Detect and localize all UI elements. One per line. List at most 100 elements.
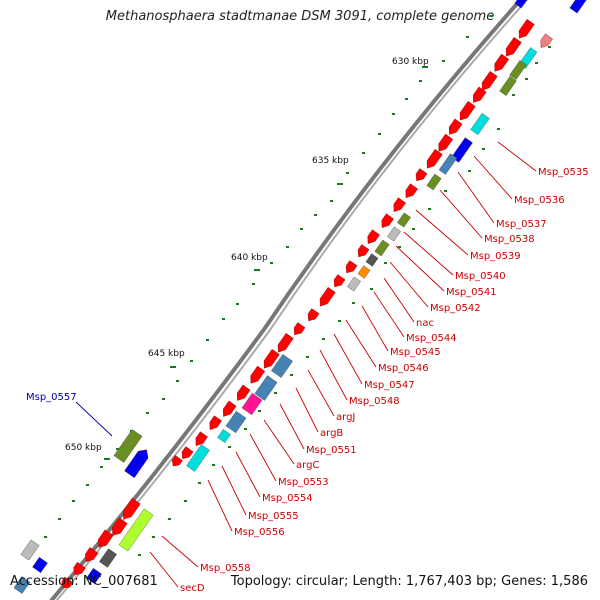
- inner-tick: [212, 464, 215, 466]
- leader-line: [221, 465, 247, 516]
- gene-arrow: [505, 37, 522, 57]
- inner-tick: [274, 392, 277, 394]
- gene-arrow: [122, 497, 141, 520]
- gene-arrow: [415, 168, 428, 182]
- gene-arrow: [381, 213, 394, 228]
- gene-arrow: [237, 384, 251, 401]
- cog-feature: [374, 239, 390, 257]
- scale-tick: [286, 246, 289, 248]
- cog-feature: [357, 265, 371, 279]
- gene-label: Msp_0545: [390, 347, 441, 358]
- cog-feature: [271, 354, 293, 378]
- leader-line: [345, 319, 377, 368]
- gene-arrow: [250, 365, 266, 384]
- gene-arrow: [223, 400, 237, 417]
- cog-feature: [387, 226, 401, 242]
- gene-track: [61, 19, 553, 589]
- leader-line: [415, 209, 469, 256]
- scale-label: 645 kbp: [148, 349, 185, 359]
- scale-tick: [300, 228, 303, 230]
- scale-tick: [100, 466, 103, 468]
- gene-label: Msp_0544: [406, 333, 457, 344]
- cog-feature: [99, 548, 117, 568]
- scale-tick: [405, 98, 408, 100]
- leader-line: [333, 333, 363, 385]
- leader-line: [75, 401, 113, 437]
- scale-tick: [442, 60, 445, 62]
- gene-label: nac: [416, 318, 434, 329]
- topology-text: Topology: circular; Length: 1,767,403 bp…: [230, 574, 588, 589]
- cog-feature: [438, 153, 458, 175]
- leader-line: [389, 261, 429, 308]
- gene-label: Msp_0547: [364, 380, 415, 391]
- cog-feature: [514, 0, 530, 9]
- gene-label: argB: [320, 428, 343, 439]
- gene-label: Msp_0557: [26, 392, 77, 403]
- inner-tick: [168, 518, 171, 520]
- leader-line: [263, 419, 295, 465]
- inner-tick: [138, 554, 141, 556]
- cog-feature: [426, 173, 442, 191]
- scale-ticks: [28, 15, 551, 558]
- gene-arrow: [293, 322, 306, 336]
- scale-label: 640 kbp: [231, 253, 268, 263]
- leader-line: [439, 189, 483, 239]
- gene-arrow: [473, 86, 487, 103]
- gene-label: argJ: [336, 412, 355, 423]
- scale-tick: [236, 303, 239, 305]
- cog-feature: [186, 444, 210, 472]
- scale-tick: [44, 536, 47, 538]
- gene-arrow: [345, 260, 358, 274]
- scale-tick: [419, 80, 422, 82]
- cog-feature: [365, 253, 379, 267]
- scale-label: 635 kbp: [312, 156, 349, 166]
- scale-label: 630 kbp: [392, 57, 429, 67]
- leader-line: [235, 451, 261, 498]
- leader-line: [395, 245, 445, 292]
- gene-arrow: [405, 183, 418, 198]
- gene-label: Msp_0558: [200, 563, 251, 574]
- inner-tick: [497, 128, 500, 130]
- gene-label: Msp_0548: [349, 396, 400, 407]
- gene-arrow: [494, 53, 510, 72]
- inner-tick: [384, 262, 387, 264]
- scale-tick-major: [104, 458, 110, 460]
- leader-line: [473, 155, 513, 200]
- scale-tick: [252, 283, 255, 285]
- backbone-outer-arc: [55, 0, 529, 600]
- leader-line: [307, 369, 335, 417]
- inner-tick: [548, 46, 551, 48]
- scale-tick: [362, 152, 365, 154]
- cog-feature-msp0557: [113, 429, 143, 463]
- cog-feature: [569, 0, 587, 14]
- cog-feature: [13, 576, 31, 594]
- leader-line: [383, 277, 415, 323]
- gene-label: Msp_0554: [262, 493, 313, 504]
- inner-tick: [468, 170, 471, 172]
- gene-arrow: [171, 455, 183, 467]
- scale-tick: [346, 172, 349, 174]
- gene-arrow: [85, 547, 99, 562]
- gene-arrow: [367, 229, 380, 244]
- leader-line: [403, 231, 454, 276]
- gene-label: Msp_0535: [538, 167, 589, 178]
- gene-arrow: [449, 118, 463, 135]
- gene-label: Msp_0536: [514, 195, 565, 206]
- gene-arrow-msp0557: [124, 449, 149, 478]
- cog-feature: [86, 568, 102, 584]
- gene-arrow: [459, 101, 476, 121]
- scale-tick: [392, 113, 395, 115]
- gene-label: argC: [296, 460, 319, 471]
- scale-tick: [378, 133, 381, 135]
- scale-labels: 630 kbp 635 kbp 640 kbp 645 kbp 650 kbp: [65, 57, 429, 453]
- scale-tick: [314, 214, 317, 216]
- inner-tick: [184, 500, 187, 502]
- scale-tick: [490, 15, 493, 17]
- gene-arrow: [438, 133, 454, 152]
- scale-tick: [58, 518, 61, 520]
- scale-tick-major: [337, 183, 343, 185]
- inner-tick: [290, 374, 293, 376]
- leader-line: [161, 535, 199, 568]
- inner-tick: [535, 62, 538, 64]
